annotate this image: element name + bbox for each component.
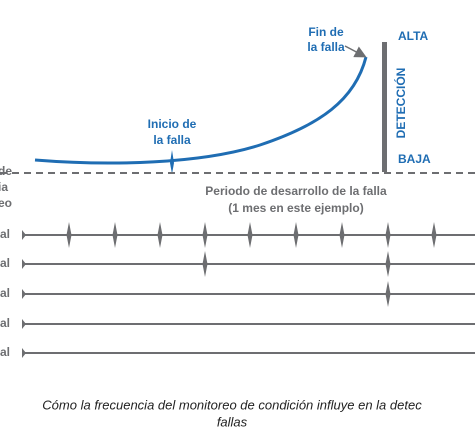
period-label: (1 mes en este ejemplo) (228, 201, 363, 215)
inspection-mark (431, 222, 437, 248)
failure-curve (34, 56, 368, 165)
row-start (22, 230, 26, 240)
end-arrow (344, 45, 367, 58)
detection-title: DETECCIÓN (393, 68, 408, 139)
row-label: al (0, 256, 10, 270)
detection-high: ALTA (398, 29, 429, 43)
rows: al al al al al (0, 222, 475, 359)
detection-bar (382, 42, 387, 172)
period-label: Periodo de desarrollo de la falla (205, 184, 387, 198)
inspection-mark (385, 222, 391, 248)
inspection-mark (112, 222, 118, 248)
start-label: Inicio de (148, 117, 197, 131)
row-start (22, 319, 26, 329)
left-label: de (0, 164, 12, 178)
row-label: al (0, 345, 10, 359)
left-label: ia (0, 180, 8, 194)
start-marker (170, 150, 174, 174)
row-label: al (0, 286, 10, 300)
start-label: la falla (153, 133, 191, 147)
row-label: al (0, 227, 10, 241)
end-label: la falla (307, 40, 345, 54)
row-start (22, 289, 26, 299)
inspection-mark (157, 222, 163, 248)
inspection-mark (247, 222, 253, 248)
detection-low: BAJA (398, 152, 431, 166)
inspection-mark (202, 222, 208, 248)
inspection-mark (202, 251, 208, 277)
caption: Cómo la frecuencia del monitoreo de cond… (42, 397, 422, 412)
row-start (22, 348, 26, 358)
inspection-mark (339, 222, 345, 248)
row-label: al (0, 316, 10, 330)
inspection-mark (293, 222, 299, 248)
row-start (22, 259, 26, 269)
caption: fallas (217, 414, 248, 429)
inspection-mark (385, 251, 391, 277)
inspection-mark (66, 222, 72, 248)
left-label: eo (0, 196, 12, 210)
end-label: Fin de (308, 25, 344, 39)
inspection-mark (385, 281, 391, 307)
